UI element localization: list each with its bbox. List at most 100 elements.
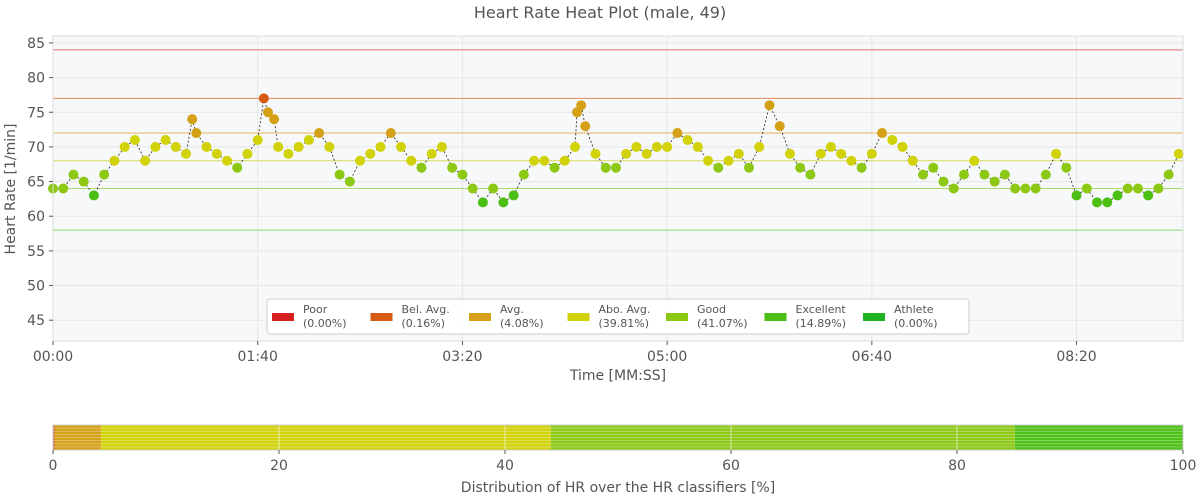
main-y-axis: 45 50 55 60 65 70 75 80 85 — [27, 36, 53, 329]
heart-rate-point — [979, 169, 990, 180]
main-y-axis-label: Heart Rate [1/min] — [3, 124, 19, 255]
distribution-bars — [53, 425, 1184, 450]
heart-rate-point — [784, 148, 795, 159]
heart-rate-point — [99, 169, 110, 180]
threshold-lines — [53, 49, 1183, 231]
heart-rate-point — [938, 176, 949, 187]
heart-rate-point — [846, 155, 857, 166]
heart-rate-point — [600, 162, 611, 173]
legend-swatch — [764, 313, 787, 321]
heart-rate-point — [160, 134, 171, 145]
heart-rate-point — [191, 128, 202, 139]
y-tick-label: 60 — [27, 209, 45, 225]
y-tick-label: 65 — [27, 175, 45, 191]
heart-rate-point — [529, 155, 540, 166]
heart-rate-point — [897, 141, 908, 152]
heart-rate-point — [436, 141, 447, 152]
legend-label: Poor — [303, 303, 328, 316]
heart-rate-point — [815, 148, 826, 159]
heart-rate-point — [1071, 190, 1082, 201]
heart-rate-point — [1092, 197, 1103, 208]
heart-rate-point — [140, 155, 151, 166]
legend-swatch — [469, 313, 491, 321]
y-tick-label: 85 — [27, 36, 45, 52]
heart-rate-point — [928, 162, 939, 173]
x-tick-label: 03:20 — [442, 349, 482, 365]
heart-rate-point — [375, 141, 386, 152]
legend-swatch — [567, 313, 590, 321]
heart-rate-point — [201, 141, 212, 152]
y-tick-label: 50 — [27, 279, 45, 295]
heart-rate-point — [467, 183, 478, 194]
heart-rate-point — [283, 148, 294, 159]
heart-rate-point — [242, 148, 253, 159]
heart-rate-point — [416, 162, 427, 173]
heart-rate-point — [258, 93, 269, 104]
distribution-x-axis-label: Distribution of HR over the HR classifie… — [461, 480, 775, 496]
heart-rate-point — [396, 141, 407, 152]
y-tick-label: 55 — [27, 244, 45, 260]
distribution-grid — [52, 425, 1184, 450]
legend-swatch — [863, 313, 885, 321]
heart-rate-point — [795, 162, 806, 173]
heart-rate-point — [672, 128, 683, 139]
heart-rate-point — [580, 121, 591, 132]
heart-rate-point — [692, 141, 703, 152]
main-x-axis-label: Time [MM:SS] — [569, 368, 666, 384]
heart-rate-point — [744, 162, 755, 173]
x-tick-label: 06:40 — [852, 349, 892, 365]
heart-rate-series — [48, 93, 1184, 208]
heart-rate-point — [621, 148, 632, 159]
distribution-segment — [1014, 425, 1184, 450]
legend-percent: (4.08%) — [500, 317, 544, 330]
heart-rate-point — [170, 141, 181, 152]
heart-rate-point — [590, 148, 601, 159]
x-tick-label: 01:40 — [238, 349, 278, 365]
legend-percent: (0.00%) — [894, 317, 938, 330]
heart-rate-point — [662, 141, 673, 152]
heart-rate-point — [303, 134, 314, 145]
distribution-x-tick-label: 20 — [270, 458, 288, 474]
heart-rate-point — [651, 141, 662, 152]
heart-rate-point — [457, 169, 468, 180]
heart-rate-point — [723, 155, 734, 166]
heart-rate-point — [576, 100, 587, 111]
heart-rate-point — [805, 169, 816, 180]
heart-rate-point — [1051, 148, 1062, 159]
heart-rate-point — [877, 128, 888, 139]
heart-rate-point — [631, 141, 642, 152]
heart-rate-point — [887, 134, 898, 145]
heart-rate-point — [477, 197, 488, 208]
heart-rate-point — [406, 155, 417, 166]
legend-swatch — [272, 313, 294, 321]
heart-rate-point — [1132, 183, 1143, 194]
heart-rate-point — [1102, 197, 1113, 208]
heart-rate-point — [344, 176, 355, 187]
heart-rate-point — [334, 169, 345, 180]
heart-rate-point — [703, 155, 714, 166]
heart-rate-point — [999, 169, 1010, 180]
heart-rate-point — [1061, 162, 1072, 173]
legend-label: Bel. Avg. — [402, 303, 450, 316]
heart-rate-point — [1081, 183, 1092, 194]
heart-rate-point — [211, 148, 222, 159]
heart-rate-point — [836, 148, 847, 159]
heart-rate-point — [764, 100, 775, 111]
legend-label: Good — [697, 303, 726, 316]
distribution-x-axis: 0 20 40 60 80 100 — [49, 450, 1196, 474]
heart-rate-point — [385, 128, 396, 139]
heart-rate-point — [1020, 183, 1031, 194]
heart-rate-point — [498, 197, 509, 208]
heart-rate-point — [1040, 169, 1051, 180]
main-x-axis: 00:00 01:40 03:20 05:00 06:40 08:20 — [33, 341, 1097, 365]
heart-rate-point — [825, 141, 836, 152]
heart-rate-point — [181, 148, 192, 159]
heart-rate-point — [293, 141, 304, 152]
heart-rate-point — [682, 134, 693, 145]
distribution-x-tick-label: 80 — [948, 458, 966, 474]
heart-rate-point — [948, 183, 959, 194]
legend-swatch — [370, 313, 393, 321]
distribution-chart: 0 20 40 60 80 100 Distribution of HR over the… — [49, 424, 1196, 496]
x-tick-label: 00:00 — [33, 349, 73, 365]
